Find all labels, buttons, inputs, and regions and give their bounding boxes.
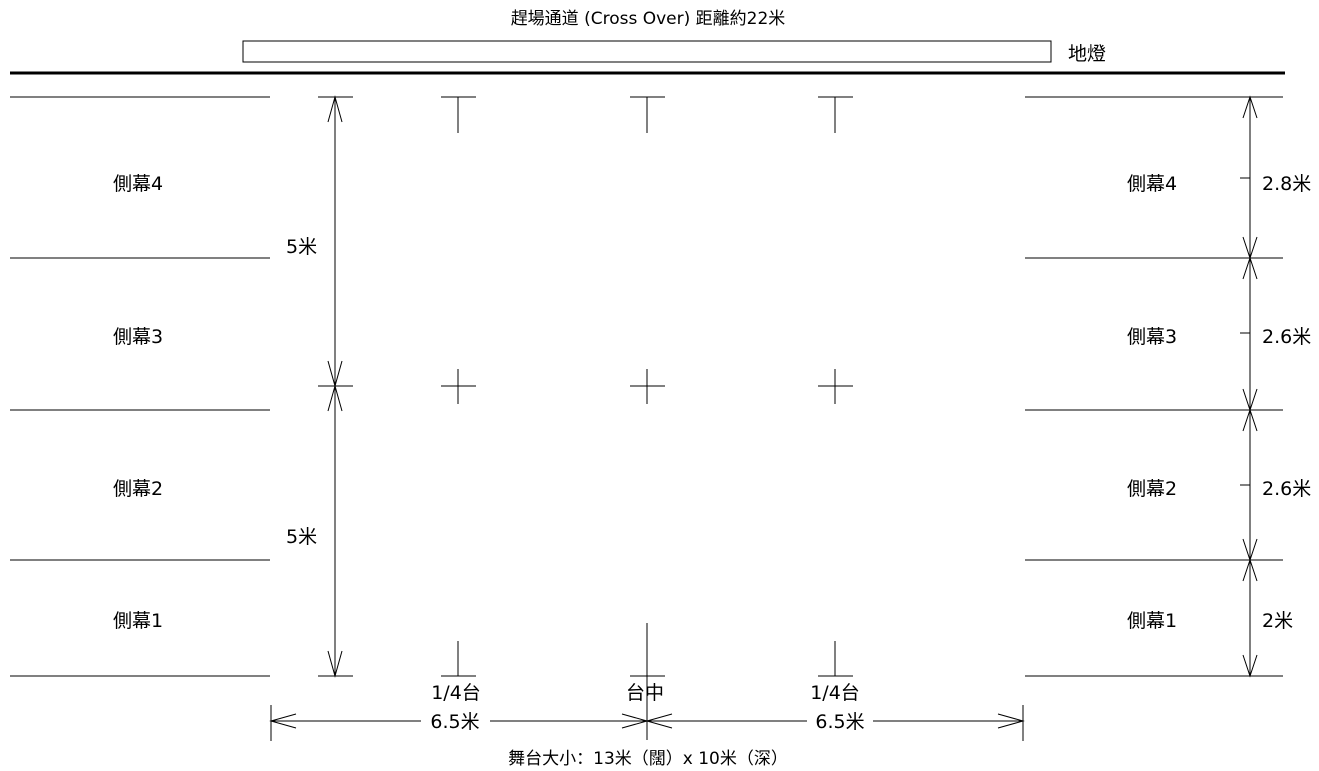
left-wing-label: 側幕1 <box>113 610 163 632</box>
center-stage-label: 台中 <box>626 682 664 704</box>
left-wing-lines <box>10 96 270 677</box>
quarter-stage-label: 1/4台 <box>810 682 860 704</box>
width-dim-label: 6.5米 <box>430 711 479 733</box>
right-wing-lines <box>1025 96 1283 677</box>
left-wing-label: 側幕2 <box>113 478 163 500</box>
width-dim-label: 6.5米 <box>815 711 864 733</box>
right-dim-label: 2.8米 <box>1262 173 1311 195</box>
crossover-title: 趕場通道 (Cross Over) 距離約22米 <box>511 9 786 29</box>
right-wing-label: 側幕1 <box>1127 610 1177 632</box>
right-depth-dimensions <box>1240 95 1258 678</box>
ground-light-label: 地燈 <box>1068 43 1106 65</box>
upstage-marks <box>441 96 853 133</box>
width-dimensions <box>269 705 1025 741</box>
left-wing-label: 側幕3 <box>113 326 163 348</box>
right-dim-label: 2.6米 <box>1262 478 1311 500</box>
quarter-stage-label: 1/4台 <box>431 682 481 704</box>
right-wing-label: 側幕4 <box>1127 173 1177 195</box>
right-dim-label: 2米 <box>1262 610 1293 632</box>
right-wing-label: 側幕3 <box>1127 326 1177 348</box>
stage-size-caption: 舞台大小：13米（闊）x 10米（深） <box>508 749 788 769</box>
crossover-passage <box>242 40 1052 63</box>
right-dim-label: 2.6米 <box>1262 326 1311 348</box>
right-wing-label: 側幕2 <box>1127 478 1177 500</box>
center-marks <box>441 369 853 404</box>
left-wing-label: 側幕4 <box>113 173 163 195</box>
left-dim-label: 5米 <box>286 236 317 258</box>
left-depth-dimensions <box>318 95 353 678</box>
left-dim-label: 5米 <box>286 526 317 548</box>
